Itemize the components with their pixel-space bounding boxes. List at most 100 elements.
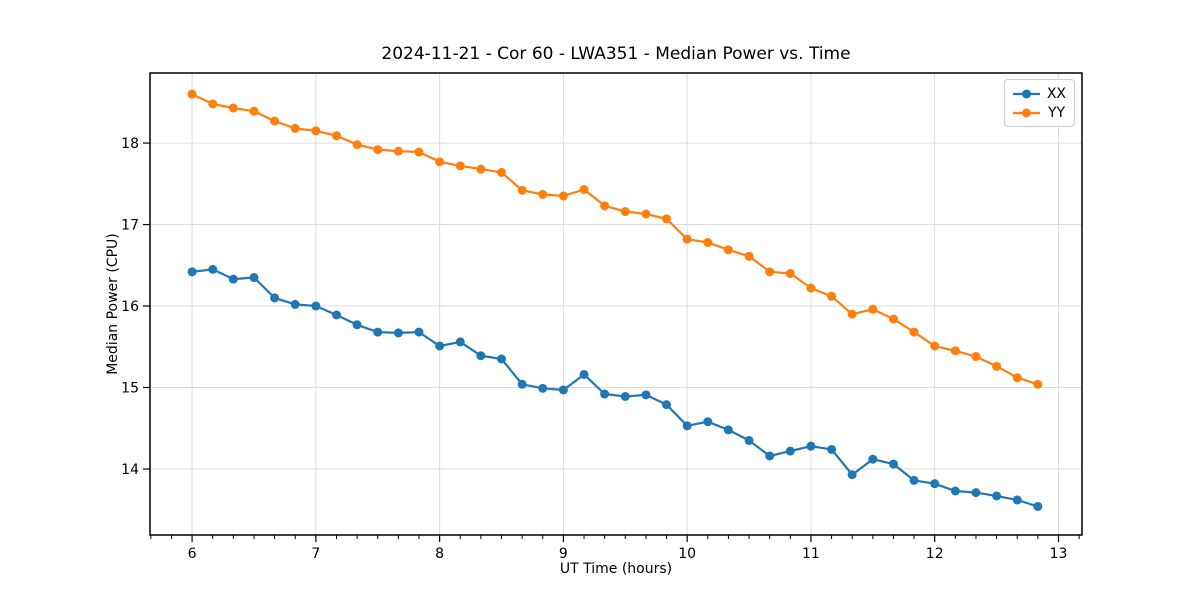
- series-yy-marker: [888, 314, 898, 324]
- legend-item-xx: XX: [1012, 84, 1066, 103]
- series-yy-marker: [187, 89, 197, 99]
- series-yy-marker: [1012, 373, 1022, 383]
- series-xx-marker: [992, 491, 1002, 501]
- series-yy-marker: [270, 116, 280, 126]
- series-xx-marker: [208, 264, 218, 274]
- series-xx-marker: [827, 444, 837, 454]
- legend-label-yy: YY: [1048, 104, 1066, 121]
- series-xx-marker: [435, 341, 445, 351]
- series-xx-marker: [971, 488, 981, 498]
- y-tick-label: 16: [121, 299, 139, 315]
- series-xx-marker: [414, 327, 424, 337]
- series-xx-marker: [723, 425, 733, 435]
- series-yy-line: [191, 93, 1039, 386]
- series-yy-marker: [290, 123, 300, 133]
- series-yy-marker: [228, 103, 238, 113]
- series-xx-marker: [847, 470, 857, 480]
- series-xx-marker: [950, 486, 960, 496]
- series-xx-marker: [352, 320, 362, 330]
- series-xx-marker: [270, 293, 280, 303]
- series-yy-marker: [703, 237, 713, 247]
- series-xx-marker: [332, 310, 342, 320]
- series-yy-marker: [1033, 379, 1043, 389]
- series-yy-marker: [971, 352, 981, 362]
- series-xx-marker: [393, 328, 403, 338]
- series-yy-marker: [992, 361, 1002, 371]
- series-yy-marker: [311, 126, 321, 136]
- series-xx-marker: [888, 459, 898, 469]
- series-yy-marker: [249, 106, 259, 116]
- y-tick-label: 18: [121, 136, 139, 152]
- x-tick-label: 7: [311, 546, 320, 562]
- series-xx-marker: [455, 337, 465, 347]
- series-xx-marker: [785, 446, 795, 456]
- series-yy-marker: [847, 309, 857, 319]
- series-xx-marker: [765, 451, 775, 461]
- series-yy-marker: [950, 346, 960, 356]
- series-yy-marker: [682, 234, 692, 244]
- series-xx-marker: [620, 391, 630, 401]
- series-yy-marker: [723, 245, 733, 255]
- series-yy-marker: [600, 201, 610, 211]
- legend-label-xx: XX: [1046, 85, 1066, 102]
- x-tick-label: 6: [188, 546, 197, 562]
- y-tick-label: 17: [121, 218, 139, 234]
- series-yy-marker: [332, 131, 342, 141]
- x-tick-label: 8: [435, 546, 444, 562]
- series-yy-marker: [909, 327, 919, 337]
- series-xx-marker: [579, 369, 589, 379]
- series-yy-marker: [785, 268, 795, 278]
- series-yy-marker: [620, 207, 630, 217]
- legend: XX YY: [1004, 79, 1075, 127]
- x-axis-label: UT Time (hours): [559, 561, 673, 577]
- series-xx-marker: [249, 273, 259, 283]
- series-xx-marker: [311, 301, 321, 311]
- series-xx-marker: [682, 421, 692, 431]
- x-tick-label: 13: [1050, 546, 1068, 562]
- series-xx-marker: [744, 435, 754, 445]
- xx-line-marker-icon: [1013, 89, 1040, 98]
- x-tick-label: 10: [678, 546, 696, 562]
- series-yy-marker: [765, 267, 775, 277]
- series-xx-marker: [641, 390, 651, 400]
- series-xx-marker: [600, 389, 610, 399]
- series-xx-marker: [930, 479, 940, 489]
- series-yy-marker: [393, 146, 403, 156]
- series-yy-marker: [661, 214, 671, 224]
- series-yy-marker: [806, 283, 816, 293]
- x-tick-label: 9: [559, 546, 568, 562]
- series-yy-marker: [373, 145, 383, 155]
- series-xx-marker: [558, 385, 568, 395]
- series-xx-marker: [476, 351, 486, 361]
- series-yy-marker: [827, 291, 837, 301]
- series-yy-marker: [414, 147, 424, 157]
- series-xx-marker: [703, 417, 713, 427]
- series-xx-marker: [517, 379, 527, 389]
- legend-item-yy: YY: [1012, 103, 1066, 122]
- series-yy-marker: [538, 189, 548, 199]
- series-xx-marker: [497, 354, 507, 364]
- y-tick-label: 15: [121, 381, 139, 397]
- series-xx-marker: [187, 267, 197, 277]
- yy-line-marker-icon: [1013, 108, 1040, 117]
- series-xx-marker: [868, 454, 878, 464]
- series-xx-marker: [1033, 501, 1043, 511]
- series-xx-marker: [538, 383, 548, 393]
- series-yy-marker: [930, 341, 940, 351]
- series-yy-marker: [497, 167, 507, 177]
- series-yy-marker: [744, 251, 754, 261]
- x-tick-label: 12: [926, 546, 944, 562]
- series-yy-marker: [517, 185, 527, 195]
- series-yy-marker: [476, 164, 486, 174]
- series-yy-marker: [208, 99, 218, 109]
- series-xx-marker: [228, 274, 238, 284]
- series-yy-marker: [558, 191, 568, 201]
- axes-spines: [149, 72, 1083, 536]
- x-tick-label: 11: [802, 546, 820, 562]
- series-yy-marker: [579, 185, 589, 195]
- series-xx-marker: [909, 475, 919, 485]
- series-xx-marker: [806, 441, 816, 451]
- series-xx-marker: [661, 400, 671, 410]
